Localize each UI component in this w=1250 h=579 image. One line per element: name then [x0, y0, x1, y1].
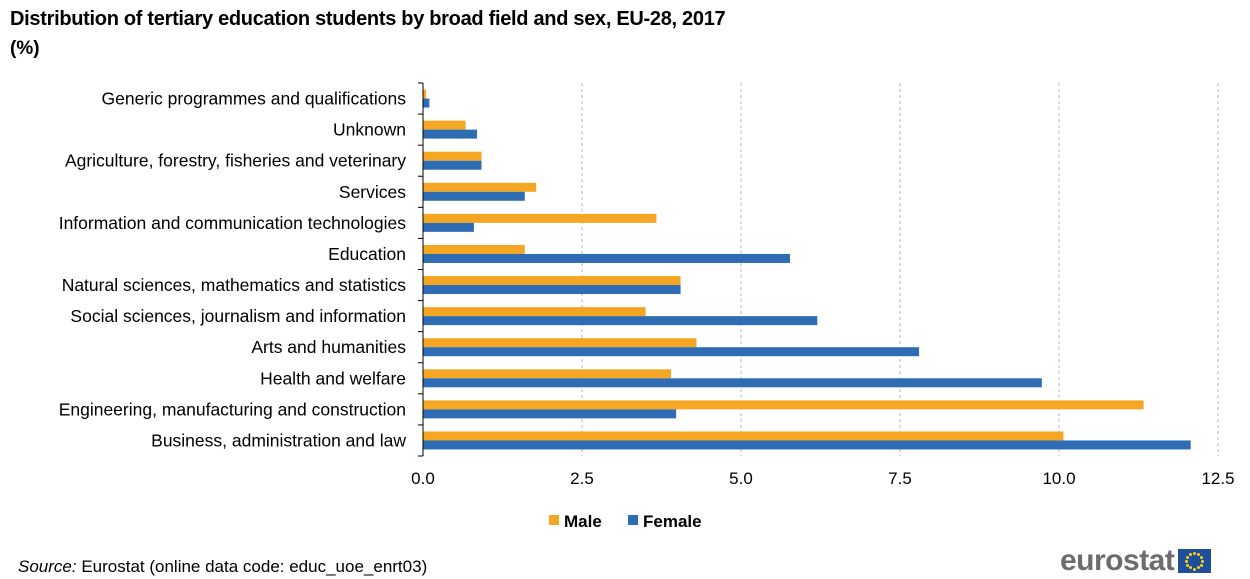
category-label: Agriculture, forestry, fisheries and vet… — [65, 151, 406, 171]
bar-male — [423, 151, 482, 161]
x-tick-label: 5.0 — [729, 469, 753, 488]
bar-female — [423, 347, 920, 357]
category-label: Engineering, manufacturing and construct… — [59, 399, 406, 419]
legend-swatch-female — [628, 515, 638, 525]
bar-male — [423, 307, 646, 317]
bar-female — [423, 129, 478, 139]
source-label: Source: — [18, 557, 77, 576]
eu-flag-star — [1197, 552, 1201, 556]
category-label: Business, administration and law — [151, 430, 406, 450]
source-note: Source: Eurostat (online data code: educ… — [18, 557, 427, 577]
eu-flag-icon — [1178, 549, 1212, 573]
bar-female — [423, 222, 474, 232]
bar-male — [423, 89, 427, 99]
x-tick-label: 10.0 — [1042, 469, 1075, 488]
x-tick-label: 12.5 — [1201, 469, 1234, 488]
eurostat-logo-text: eurostat — [1060, 544, 1175, 577]
eu-flag-star — [1189, 566, 1193, 570]
bar-female — [423, 440, 1191, 450]
eu-flag-star — [1200, 563, 1204, 567]
legend-swatch-male — [549, 515, 559, 525]
bar-male — [423, 276, 681, 286]
bars — [423, 89, 1191, 450]
bar-male — [423, 338, 697, 348]
bar-female — [423, 253, 790, 263]
category-label: Natural sciences, mathematics and statis… — [62, 275, 407, 295]
bar-male — [423, 182, 537, 192]
eu-flag-star — [1189, 552, 1193, 556]
chart-title: Distribution of tertiary education stude… — [10, 8, 726, 30]
bar-female — [423, 378, 1042, 388]
bar-male — [423, 120, 466, 130]
bar-female — [423, 316, 818, 326]
category-labels: Generic programmes and qualifications Unk… — [59, 82, 423, 457]
category-label: Unknown — [333, 120, 406, 140]
bar-male — [423, 369, 672, 379]
bar-male — [423, 400, 1144, 410]
eu-flag-star — [1186, 563, 1190, 567]
eu-flag-star — [1185, 559, 1189, 563]
bar-female — [423, 191, 525, 201]
chart-subtitle: (%) — [10, 38, 40, 59]
bar-female — [423, 160, 482, 170]
bar-female — [423, 285, 681, 295]
bar-female — [423, 409, 677, 419]
gridlines — [581, 83, 1219, 456]
eu-flag-star — [1193, 551, 1197, 555]
bar-male — [423, 213, 657, 223]
legend-label-female: Female — [643, 512, 702, 531]
x-tick-label: 0.0 — [411, 469, 435, 488]
category-label: Social sciences, journalism and informat… — [70, 306, 406, 326]
source-text: Eurostat (online data code: educ_uoe_enr… — [76, 557, 428, 576]
category-label: Arts and humanities — [251, 337, 406, 357]
x-tick-label: 7.5 — [888, 469, 912, 488]
legend: Male Female — [549, 512, 702, 531]
eu-flag-star — [1200, 555, 1204, 559]
bar-male — [423, 431, 1064, 441]
eu-flag-star — [1193, 567, 1197, 571]
legend-label-male: Male — [564, 512, 602, 531]
bar-female — [423, 98, 430, 108]
eurostat-logo: eurostat — [1060, 544, 1212, 578]
category-label: Education — [328, 244, 406, 264]
x-tick-labels: 0.0 2.5 5.0 7.5 10.0 12.5 — [411, 469, 1234, 488]
eu-flag-star — [1201, 559, 1205, 563]
eu-flag-star — [1197, 566, 1201, 570]
category-label: Health and welfare — [260, 368, 406, 388]
x-tick-label: 2.5 — [570, 469, 594, 488]
bar-male — [423, 244, 525, 254]
category-label: Information and communication technologi… — [59, 213, 407, 233]
category-label: Generic programmes and qualifications — [102, 89, 407, 109]
eu-flag-star — [1186, 555, 1190, 559]
category-label: Services — [339, 182, 406, 202]
